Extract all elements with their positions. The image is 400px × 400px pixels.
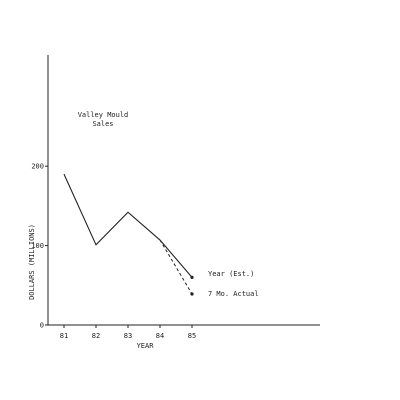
legend-7mo-actual: 7 Mo. Actual bbox=[208, 290, 259, 298]
chart-title-line-2: Sales bbox=[92, 120, 113, 128]
y-axis-label: DOLLARS (MILLIONS) bbox=[28, 224, 36, 300]
legend-year-est: Year (Est.) bbox=[208, 270, 254, 278]
series-lines bbox=[63, 173, 194, 296]
x-tick-label: 84 bbox=[156, 332, 164, 340]
x-tick-label: 82 bbox=[92, 332, 100, 340]
y-tick-label: 100 bbox=[31, 242, 44, 250]
x-tick-label: 83 bbox=[124, 332, 132, 340]
y-ticks: 0 100 200 bbox=[31, 163, 48, 330]
series-line-year-est bbox=[63, 173, 193, 278]
series-line-7mo-actual bbox=[159, 239, 193, 295]
x-tick-label: 81 bbox=[60, 332, 68, 340]
chart-title-line-1: Valley Mould bbox=[78, 111, 129, 119]
x-tick-label: 85 bbox=[188, 332, 196, 340]
x-ticks: 81 82 83 84 85 bbox=[60, 325, 196, 340]
y-tick-label: 0 bbox=[40, 322, 44, 330]
axes bbox=[47, 55, 320, 326]
x-axis-label: YEAR bbox=[137, 342, 155, 350]
series-end-point bbox=[190, 275, 194, 279]
y-tick-label: 200 bbox=[31, 163, 44, 171]
series-end-point bbox=[190, 292, 194, 296]
